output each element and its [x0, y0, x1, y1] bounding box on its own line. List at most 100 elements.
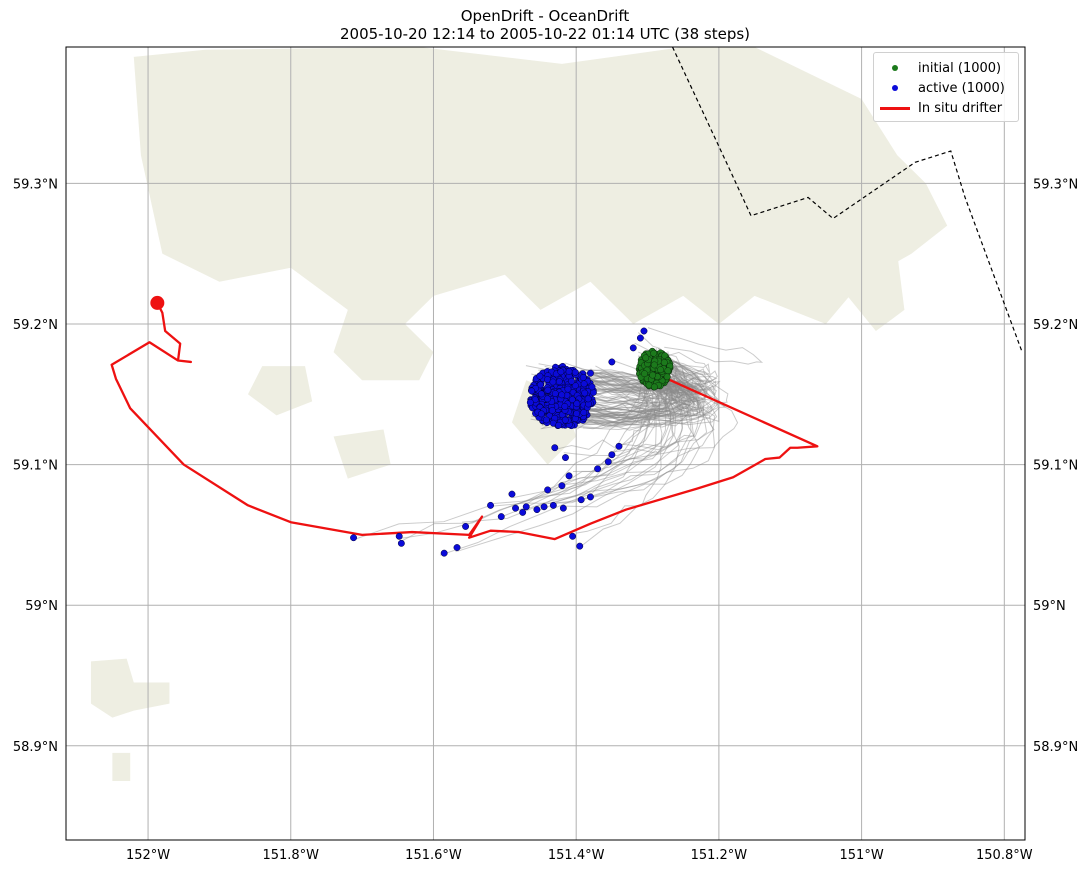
trajectory-line — [546, 366, 714, 424]
trajectory-line — [578, 375, 705, 417]
active-point — [558, 391, 566, 399]
trajectory-line — [560, 368, 702, 397]
chart-subtitle: 2005-10-20 12:14 to 2005-10-22 01:14 UTC… — [339, 25, 751, 43]
trajectory-line — [538, 379, 705, 420]
gridlines — [66, 47, 1025, 840]
legend: initial (1000) active (1000) In situ dri… — [873, 52, 1019, 122]
trajectory-line — [577, 355, 712, 388]
trajectory-line — [584, 362, 729, 414]
active-point — [577, 496, 585, 504]
trajectory-line — [571, 356, 712, 387]
land-polygon-6 — [90, 658, 170, 718]
active-point — [555, 378, 563, 386]
lon-tick-label: 152°W — [126, 848, 170, 863]
active-marker-icon — [892, 85, 898, 91]
trajectory-line — [538, 354, 680, 387]
active-point — [508, 490, 516, 498]
active-point — [462, 523, 470, 530]
trajectory-line — [568, 378, 709, 418]
active-point — [580, 380, 588, 388]
lat-tick-label-left: 59.1°N — [13, 459, 58, 474]
trajectory-line — [555, 369, 686, 405]
legend-label-drifter: In situ drifter — [918, 100, 1003, 116]
lon-tick-label: 151.4°W — [548, 848, 605, 863]
trajectory-line — [579, 376, 680, 397]
trajectory-line — [566, 387, 698, 416]
active-point — [580, 409, 588, 416]
trajectory-line — [592, 380, 673, 402]
initial-point — [660, 359, 668, 367]
trajectory-line — [512, 371, 683, 499]
trajectory-line — [585, 381, 720, 426]
active-point — [615, 442, 623, 450]
trajectory-line — [573, 352, 702, 388]
drifter-line-icon — [880, 107, 910, 110]
land-polygon-2 — [247, 366, 313, 416]
trajectory-line — [527, 354, 670, 504]
drifter-start-marker — [150, 295, 165, 310]
trajectory-line — [551, 375, 721, 424]
lat-tick-label-left: 59.3°N — [13, 177, 58, 192]
active-point — [558, 482, 566, 490]
active-point — [533, 506, 541, 514]
trajectory-line — [565, 384, 700, 508]
trajectory-line — [538, 368, 700, 419]
land-polygon-1 — [333, 309, 434, 381]
initial-point — [650, 361, 658, 369]
active-point — [587, 493, 594, 501]
lon-tick-label: 150.8°W — [976, 848, 1033, 863]
trajectory-line — [525, 359, 683, 510]
drifter-layer — [110, 295, 819, 541]
active-point — [608, 451, 616, 459]
trajectory-line — [595, 357, 692, 417]
active-point — [629, 344, 637, 352]
legend-label-active: active (1000) — [918, 80, 1005, 96]
active-point — [555, 421, 563, 429]
trajectory-line — [616, 388, 715, 451]
active-point — [557, 368, 565, 376]
trajectory-line — [560, 363, 699, 411]
tick-labels: 152°W 151.8°W 151.6°W 151.4°W 151.2°W 151°W 15… — [13, 177, 1078, 863]
trajectory-line — [590, 368, 671, 395]
active-point — [568, 396, 576, 404]
active-point — [588, 383, 596, 391]
active-point — [636, 334, 644, 342]
active-points-layer — [350, 327, 648, 557]
trajectory-line — [462, 347, 668, 523]
active-point — [569, 532, 577, 540]
active-point — [584, 395, 592, 403]
land-layer — [90, 47, 948, 781]
trajectory-line — [594, 374, 662, 403]
lon-tick-label: 151.2°W — [691, 848, 748, 863]
initial-point — [650, 349, 658, 357]
active-point — [350, 534, 358, 542]
drifter-track — [110, 302, 819, 541]
active-point — [604, 458, 612, 466]
active-point — [587, 369, 594, 377]
trajectory-line — [541, 351, 681, 426]
trajectory-line — [455, 355, 677, 553]
initial-point — [642, 354, 650, 362]
active-point — [571, 368, 579, 376]
active-point — [594, 465, 602, 473]
trajectory-line — [577, 374, 685, 424]
active-point — [640, 327, 648, 335]
active-point — [565, 367, 573, 375]
trajectory-line — [573, 369, 672, 473]
trajectory-line — [549, 374, 695, 423]
legend-item-drifter: In situ drifter — [880, 99, 1002, 117]
lat-tick-label-left: 59°N — [25, 599, 58, 614]
trajectory-line — [549, 360, 660, 494]
active-point — [497, 513, 505, 521]
trajectory-line — [544, 360, 718, 389]
active-point — [548, 407, 556, 414]
legend-item-active: active (1000) — [880, 79, 1005, 97]
trajectory-line — [583, 386, 672, 413]
lon-tick-label: 151.6°W — [405, 848, 462, 863]
lat-tick-label-right: 59.1°N — [1033, 459, 1078, 474]
active-point — [581, 389, 589, 397]
trajectory-line — [557, 376, 690, 426]
active-point — [440, 549, 448, 557]
trajectory-line — [540, 388, 698, 431]
